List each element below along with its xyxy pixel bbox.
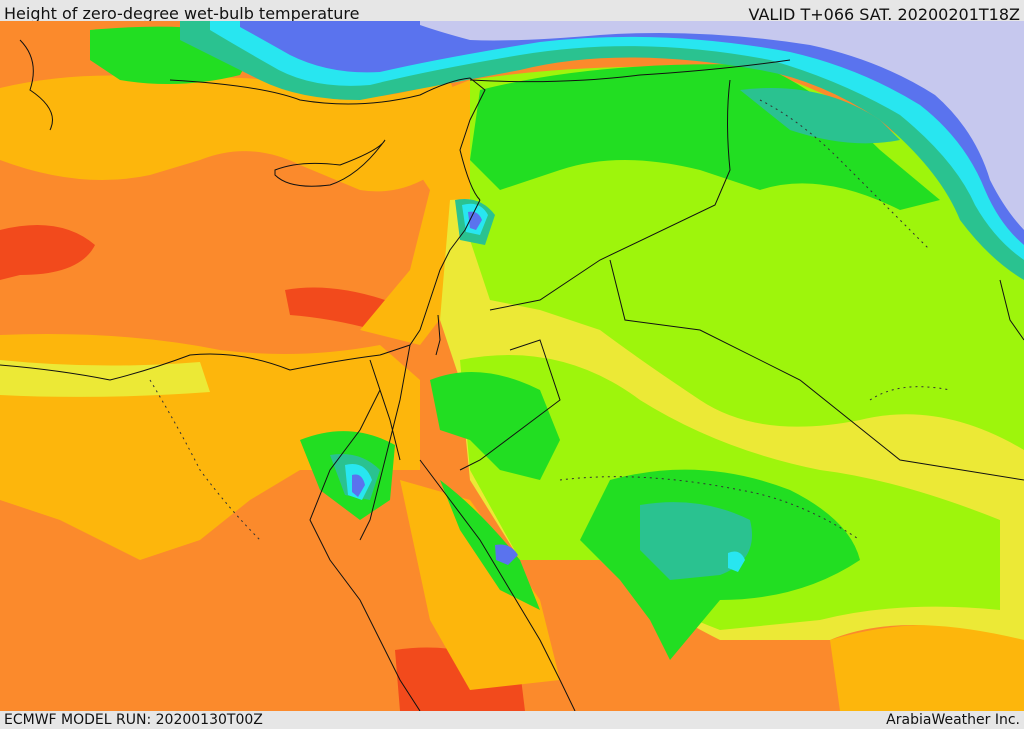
header-bar: Height of zero-degree wet-bulb temperatu… <box>0 0 1024 24</box>
red-zone-west-med <box>0 225 95 280</box>
border-syria-iraq <box>489 79 731 311</box>
border-jordan-saudi <box>459 339 561 471</box>
coast-persian-gulf <box>999 279 1024 341</box>
coast-levant <box>409 199 481 346</box>
red-zone-east-med <box>285 287 385 330</box>
coast-sinai-gulf-suez <box>309 389 421 711</box>
credit-label: ArabiaWeather Inc. <box>886 712 1020 728</box>
cyan-spot-arabia <box>728 551 745 572</box>
coast-egypt <box>0 344 411 381</box>
model-run-label: ECMWF MODEL RUN: 20200130T00Z <box>4 712 263 728</box>
border-iraq-saudi <box>609 259 1024 481</box>
valid-time: VALID T+066 SAT. 20200201T18Z <box>748 5 1020 24</box>
coast-arabia-red-sea <box>419 459 576 711</box>
map-title: Height of zero-degree wet-bulb temperatu… <box>4 4 360 23</box>
dotted-border-3 <box>149 379 261 541</box>
green-region-jordan <box>430 372 560 480</box>
coastlines <box>0 39 1024 711</box>
teal-patch-arabia <box>640 502 752 580</box>
internal-borders <box>149 99 951 541</box>
dotted-border-1 <box>759 99 931 251</box>
coast-aegean <box>19 39 53 131</box>
coast-gulf-aqaba <box>359 344 411 541</box>
freezing-level-map <box>0 21 1024 711</box>
coast-turkey <box>169 77 486 201</box>
amber-patch-northwest <box>170 77 340 144</box>
border-egypt-israel <box>369 359 401 461</box>
amber-patch-south <box>830 625 1024 711</box>
footer-bar: ECMWF MODEL RUN: 20200130T00Z ArabiaWeat… <box>0 711 1024 729</box>
dotted-border-2 <box>559 476 861 541</box>
yellow-strip-egypt <box>0 360 210 397</box>
lavender-region-caucasus <box>420 21 1024 230</box>
border-turkey-syria <box>469 59 791 83</box>
map-canvas <box>0 21 1024 711</box>
political-borders <box>369 59 1024 481</box>
coast-dead-sea <box>435 314 441 356</box>
cyan-spot-hejaz <box>495 544 518 565</box>
dotted-border-4 <box>869 386 951 401</box>
teal-patch-north <box>740 88 900 144</box>
amber-belt-red-sea <box>400 480 560 690</box>
cold-band-turkey <box>180 21 1024 280</box>
coast-cyprus <box>274 139 386 187</box>
amber-belt-levant <box>360 80 470 345</box>
blue-spot-sinai <box>352 474 365 497</box>
green-region-hejaz <box>440 480 540 610</box>
